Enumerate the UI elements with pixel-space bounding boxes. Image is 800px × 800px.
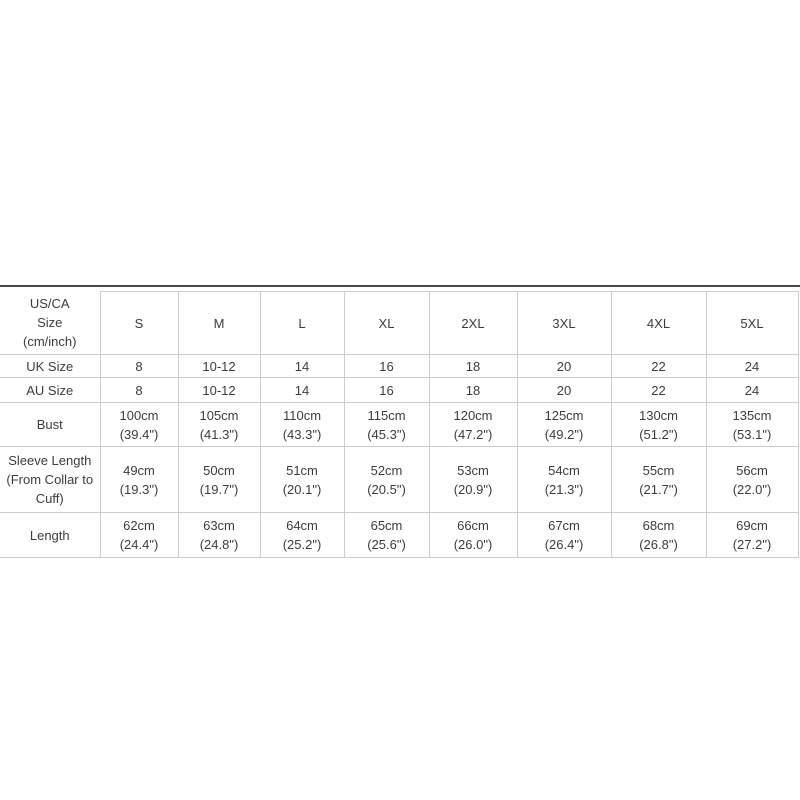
cell: 14 [259, 377, 345, 403]
cell: 64cm (25.2") [259, 512, 345, 558]
column-header-m: M [177, 291, 261, 355]
column-header-5xl: 5XL [705, 291, 799, 355]
cell: 69cm (27.2") [705, 512, 799, 558]
row-label: Sleeve Length (From Collar to Cuff) [0, 446, 101, 513]
cell: 8 [99, 377, 179, 403]
corner-header-line: Size [37, 315, 63, 331]
cell: 8 [99, 354, 179, 378]
cell: 115cm (45.3") [343, 402, 430, 447]
corner-header-line: (cm/inch) [23, 334, 77, 350]
corner-header-cell: US/CA Size (cm/inch) [0, 291, 101, 355]
column-header-l: L [259, 291, 345, 355]
cell: 62cm (24.4") [99, 512, 179, 558]
cell: 120cm (47.2") [428, 402, 518, 447]
header-row: US/CA Size (cm/inch) S M L XL 2XL 3XL 4X… [0, 291, 799, 355]
cell: 68cm (26.8") [610, 512, 707, 558]
cell: 56cm (22.0") [705, 446, 799, 513]
column-header-xl: XL [343, 291, 430, 355]
cell: 100cm (39.4") [99, 402, 179, 447]
row-label: UK Size [0, 354, 101, 378]
column-header-4xl: 4XL [610, 291, 707, 355]
cell: 55cm (21.7") [610, 446, 707, 513]
cell: 16 [343, 377, 430, 403]
cell: 10-12 [177, 354, 261, 378]
row-label: Bust [0, 402, 101, 447]
size-chart-table: US/CA Size (cm/inch) S M L XL 2XL 3XL 4X… [0, 291, 799, 558]
cell: 67cm (26.4") [516, 512, 612, 558]
cell: 18 [428, 354, 518, 378]
bust-row: Bust 100cm (39.4") 105cm (41.3") 110cm (43.… [0, 402, 799, 447]
cell: 20 [516, 377, 612, 403]
cell: 125cm (49.2") [516, 402, 612, 447]
cell: 110cm (43.3") [259, 402, 345, 447]
cell: 24 [705, 377, 799, 403]
sleeve-length-row: Sleeve Length (From Collar to Cuff) 49cm… [0, 446, 799, 513]
cell: 14 [259, 354, 345, 378]
cell: 10-12 [177, 377, 261, 403]
uk-size-row: UK Size 8 10-12 14 16 18 20 22 24 [0, 354, 799, 378]
cell: 130cm (51.2") [610, 402, 707, 447]
cell: 54cm (21.3") [516, 446, 612, 513]
cell: 24 [705, 354, 799, 378]
cell: 51cm (20.1") [259, 446, 345, 513]
cell: 18 [428, 377, 518, 403]
cell: 16 [343, 354, 430, 378]
row-label: Length [0, 512, 101, 558]
cell: 22 [610, 377, 707, 403]
cell: 53cm (20.9") [428, 446, 518, 513]
cell: 105cm (41.3") [177, 402, 261, 447]
length-row: Length 62cm (24.4") 63cm (24.8") 64cm (25.2… [0, 512, 799, 558]
cell: 135cm (53.1") [705, 402, 799, 447]
column-header-s: S [99, 291, 179, 355]
cell: 22 [610, 354, 707, 378]
cell: 50cm (19.7") [177, 446, 261, 513]
cell: 66cm (26.0") [428, 512, 518, 558]
column-header-3xl: 3XL [516, 291, 612, 355]
cell: 52cm (20.5") [343, 446, 430, 513]
top-divider-line [0, 285, 800, 287]
cell: 49cm (19.3") [99, 446, 179, 513]
row-label: AU Size [0, 377, 101, 403]
column-header-2xl: 2XL [428, 291, 518, 355]
cell: 20 [516, 354, 612, 378]
cell: 65cm (25.6") [343, 512, 430, 558]
cell: 63cm (24.8") [177, 512, 261, 558]
au-size-row: AU Size 8 10-12 14 16 18 20 22 24 [0, 377, 799, 403]
corner-header-line: US/CA [29, 296, 70, 312]
